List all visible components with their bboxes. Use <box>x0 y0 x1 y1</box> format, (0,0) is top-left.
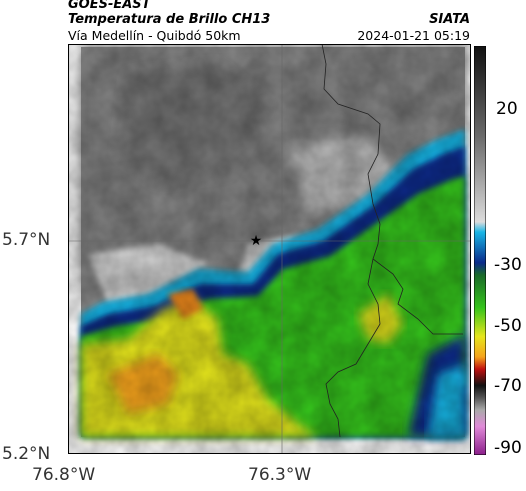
title-satellite: GOES-EAST <box>68 0 151 12</box>
lon-label-76-8: 76.8°W <box>32 465 96 485</box>
colorbar-tick-20: 20 <box>496 99 518 119</box>
satellite-map[interactable]: ★ <box>68 44 471 454</box>
organization-label: SIATA <box>429 12 470 27</box>
map-canvas: ★ <box>68 44 471 454</box>
title-region: Vía Medellín - Quibdó 50km <box>68 28 241 43</box>
timestamp-label: 2024-01-21 05:19 <box>357 28 470 43</box>
title-product: Temperatura de Brillo CH13 <box>68 12 271 27</box>
colorbar-tick-minus50: -50 <box>494 316 522 336</box>
colorbar <box>473 45 487 456</box>
lat-label-5-2: 5.2°N <box>2 444 51 464</box>
lat-label-5-7: 5.7°N <box>2 230 51 250</box>
map-frame <box>68 44 471 454</box>
boundary-line <box>321 44 463 438</box>
lon-label-76-3: 76.3°W <box>248 465 312 485</box>
colorbar-tick-minus30: -30 <box>494 255 522 275</box>
colorbar-tick-minus70: -70 <box>494 376 522 396</box>
colorbar-tick-minus90: -90 <box>494 438 522 458</box>
star-icon: ★ <box>250 233 263 249</box>
